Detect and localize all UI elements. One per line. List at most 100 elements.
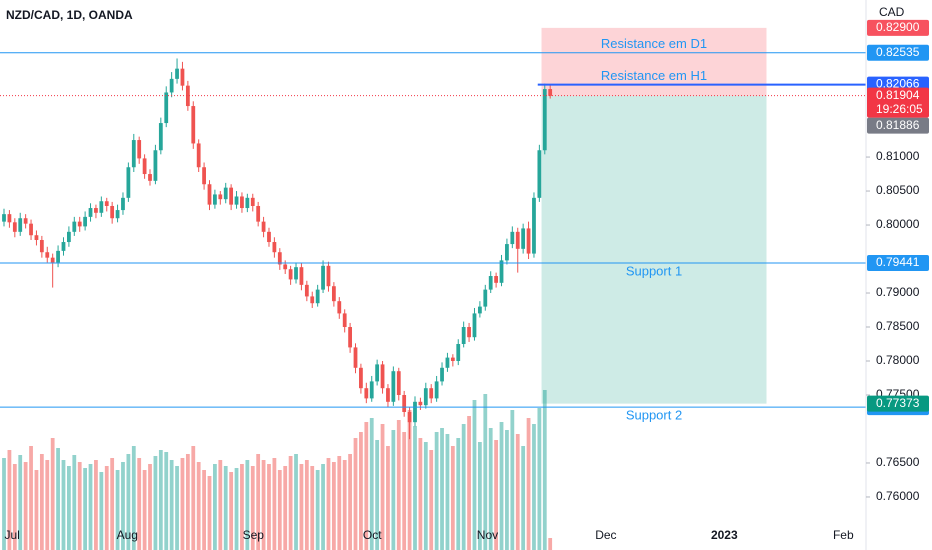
volume-bar	[202, 470, 206, 550]
volume-bar	[277, 470, 282, 550]
candle-body	[548, 89, 553, 96]
candle-body	[418, 401, 423, 406]
x-tick-label: Aug	[117, 528, 138, 542]
candle-body	[272, 242, 277, 253]
candle-body	[359, 367, 363, 389]
candle-body	[402, 394, 407, 412]
stop-tag	[867, 19, 929, 36]
y-tick-label: 0.81000	[876, 149, 920, 163]
candle-body	[294, 267, 298, 280]
x-tick-label: Feb	[833, 528, 854, 542]
candle-body	[494, 276, 499, 283]
candle-body	[240, 196, 244, 209]
candle-body	[72, 221, 77, 232]
candle-body	[304, 284, 309, 297]
volume-bar	[337, 456, 342, 550]
candle-body	[483, 289, 488, 307]
candle-body	[283, 264, 288, 270]
volume-bar	[380, 424, 385, 550]
candle-body	[88, 208, 93, 217]
candle-body	[521, 228, 526, 249]
candle-body	[505, 244, 509, 261]
volume-bar	[83, 468, 88, 550]
volume-bar	[180, 458, 185, 550]
candle-body	[423, 388, 428, 406]
x-tick-label: Dec	[595, 528, 616, 542]
candle-body	[434, 381, 439, 399]
volume-bar	[364, 422, 369, 550]
candle-body	[61, 242, 66, 251]
candle-body	[2, 214, 6, 222]
price-tag	[867, 87, 929, 118]
volume-bar	[164, 452, 169, 550]
candle-body	[440, 367, 444, 382]
volume-bar	[131, 446, 136, 550]
candle-body	[315, 289, 320, 304]
chart-title: NZD/CAD, 1D, OANDA	[6, 8, 133, 22]
volume-bar	[331, 462, 336, 550]
volume-bar	[413, 426, 417, 550]
candle-body	[445, 357, 450, 368]
candle-body	[7, 214, 12, 223]
level-tag	[867, 44, 929, 61]
volume-bar	[407, 410, 412, 550]
volume-bar	[283, 466, 288, 550]
x-tick-label: Jul	[4, 528, 19, 542]
candle-body	[488, 276, 493, 290]
volume-bar	[148, 464, 152, 550]
y-tick-label: 0.78500	[876, 319, 920, 333]
volume-bar	[467, 416, 471, 550]
candle-body	[142, 158, 147, 175]
volume-bar	[288, 456, 293, 550]
candle-body	[386, 388, 390, 402]
candle-body	[537, 150, 542, 198]
volume-bar	[45, 460, 50, 550]
volume-bar	[342, 460, 347, 550]
volume-bar	[256, 454, 261, 550]
volume-bar	[450, 446, 455, 550]
candle-body	[169, 78, 174, 93]
candle-body	[207, 184, 212, 205]
volume-bar	[315, 470, 320, 550]
candle-body	[429, 388, 434, 399]
candle-body	[56, 250, 60, 263]
volume-bar	[440, 428, 444, 550]
candle-body	[180, 68, 185, 86]
candle-body	[185, 85, 190, 107]
y-tick-label: 0.80500	[876, 183, 920, 197]
volume-bar	[423, 442, 428, 550]
candle-body	[542, 89, 547, 151]
volume-bar	[104, 466, 109, 550]
candle-body	[29, 223, 33, 236]
volume-bar	[488, 428, 493, 550]
volume-bar	[23, 462, 28, 550]
candle-body	[45, 252, 50, 258]
candle-body	[364, 388, 369, 399]
level-tag	[867, 255, 929, 272]
candle-body	[331, 286, 336, 302]
volume-bar	[218, 460, 223, 550]
volume-bar	[369, 418, 374, 550]
candle-body	[121, 197, 125, 211]
candle-body	[250, 197, 255, 206]
level-tag-label: 0.82066	[876, 77, 920, 91]
volume-bar	[521, 446, 526, 550]
volume-bar	[137, 458, 142, 550]
candle-body	[158, 123, 163, 151]
volume-bar	[169, 460, 174, 550]
volume-bar	[304, 460, 309, 550]
volume-bar	[548, 538, 553, 550]
volume-bar	[67, 466, 71, 550]
volume-bar	[223, 466, 228, 550]
volume-bar	[477, 442, 482, 550]
volume-bar	[99, 472, 104, 550]
target-tag-label: 0.77373	[876, 396, 920, 410]
y-tick-label: 0.79000	[876, 285, 920, 299]
volume-bar	[294, 454, 298, 550]
volume-bar	[88, 464, 93, 550]
volume-bar	[29, 446, 33, 550]
level-tag-label: 0.82535	[876, 45, 920, 59]
volume-bar	[229, 472, 234, 550]
candle-body	[131, 140, 136, 168]
volume-bar	[375, 440, 380, 550]
